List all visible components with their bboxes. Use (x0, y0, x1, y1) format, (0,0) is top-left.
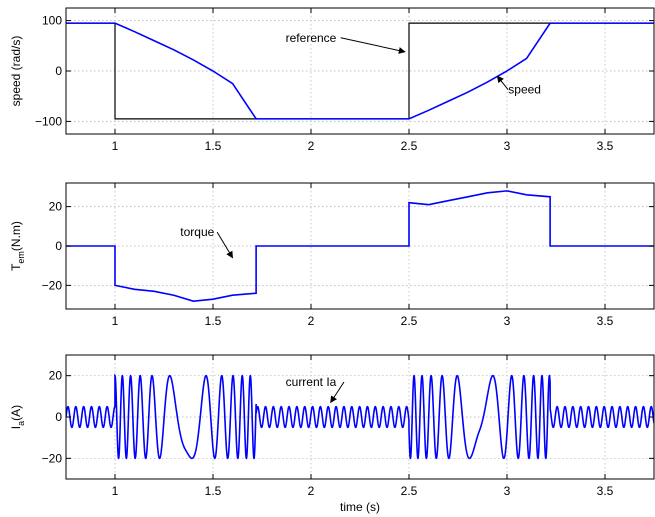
x-tick-label: 3.5 (597, 139, 614, 153)
annotation-label: speed (508, 83, 541, 97)
x-tick-label: 2.5 (401, 484, 418, 498)
annotation-arrow (330, 381, 345, 404)
annotation-arrow (496, 75, 509, 90)
x-tick-label: 1 (112, 139, 119, 153)
y-axis-label: Tem(N.m) (9, 221, 26, 271)
x-tick-label: 1 (112, 484, 119, 498)
x-tick-label: 1 (112, 314, 119, 328)
y-tick-label: 20 (49, 369, 63, 383)
x-tick-label: 2 (308, 139, 315, 153)
x-tick-label: 2.5 (401, 139, 418, 153)
x-tick-label: 3.5 (597, 314, 614, 328)
y-tick-label: 0 (55, 64, 62, 78)
y-tick-label: −20 (42, 278, 63, 292)
annotation-arrow (340, 37, 406, 54)
series-speed (66, 22, 654, 120)
series-torque (66, 190, 654, 302)
panel-2: 1 1.5 2 2.5 3 3.5 20 0 −20 Tem(N.m) torque (9, 182, 655, 328)
panel-1: 1 1.5 2 2.5 3 3.5 100 0 −100 speed (rad/s) referen… (9, 7, 655, 153)
y-tick-label: −100 (35, 114, 62, 128)
x-tick-label: 2.5 (401, 314, 418, 328)
y-tick-label: 100 (42, 14, 62, 28)
x-tick-label: 1.5 (205, 484, 222, 498)
x-tick-label: 1.5 (205, 139, 222, 153)
annotation-label: current Ia (286, 375, 337, 389)
y-axis-label: Ia(A) (9, 405, 26, 429)
x-tick-label: 2 (308, 314, 315, 328)
x-tick-label: 3 (504, 139, 511, 153)
x-tick-label: 3.5 (597, 484, 614, 498)
x-axis-label: time (s) (340, 500, 380, 514)
x-tick-label: 1.5 (205, 314, 222, 328)
series-current-ia (66, 373, 654, 460)
y-tick-label: 0 (55, 410, 62, 424)
y-tick-label: 0 (55, 239, 62, 253)
annotation-label: torque (180, 225, 214, 239)
y-tick-label: −20 (42, 451, 63, 465)
x-tick-label: 2 (308, 484, 315, 498)
annotation-label: reference (286, 31, 337, 45)
y-tick-label: 20 (49, 200, 63, 214)
panel-3: 1 1.5 2 2.5 3 3.5 20 0 −20 Ia(A) time (s) current I… (9, 354, 655, 514)
annotation-arrow (216, 231, 234, 259)
x-tick-label: 3 (504, 484, 511, 498)
x-tick-label: 3 (504, 314, 511, 328)
y-axis-label: speed (rad/s) (9, 36, 23, 107)
